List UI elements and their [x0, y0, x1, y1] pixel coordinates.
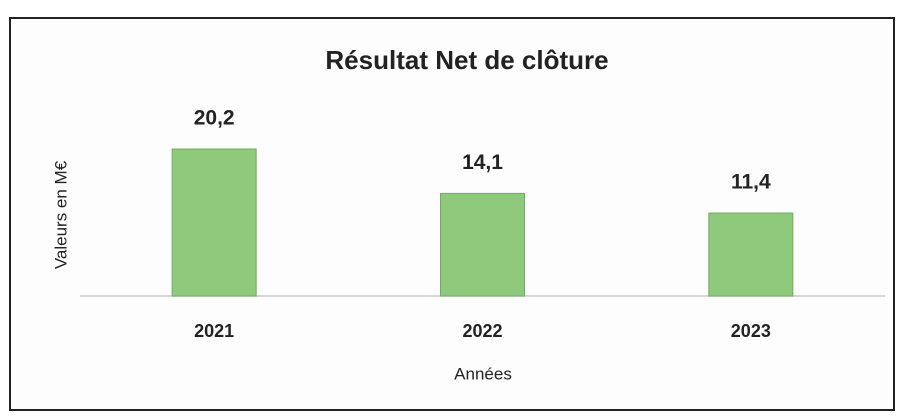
bar [440, 192, 525, 297]
x-tick-label: 2021 [194, 321, 234, 341]
bar [171, 148, 257, 297]
x-tick-label: 2023 [731, 321, 771, 341]
chart-title: Résultat Net de clôture [325, 45, 608, 75]
data-label: 14,1 [462, 151, 503, 174]
bar [708, 212, 794, 297]
x-axis-label: Années [454, 364, 512, 383]
x-tick-label: 2022 [462, 321, 502, 341]
data-label: 11,4 [731, 171, 771, 194]
data-label: 20,2 [194, 107, 235, 130]
y-axis-label: Valeurs en M€ [51, 160, 70, 269]
